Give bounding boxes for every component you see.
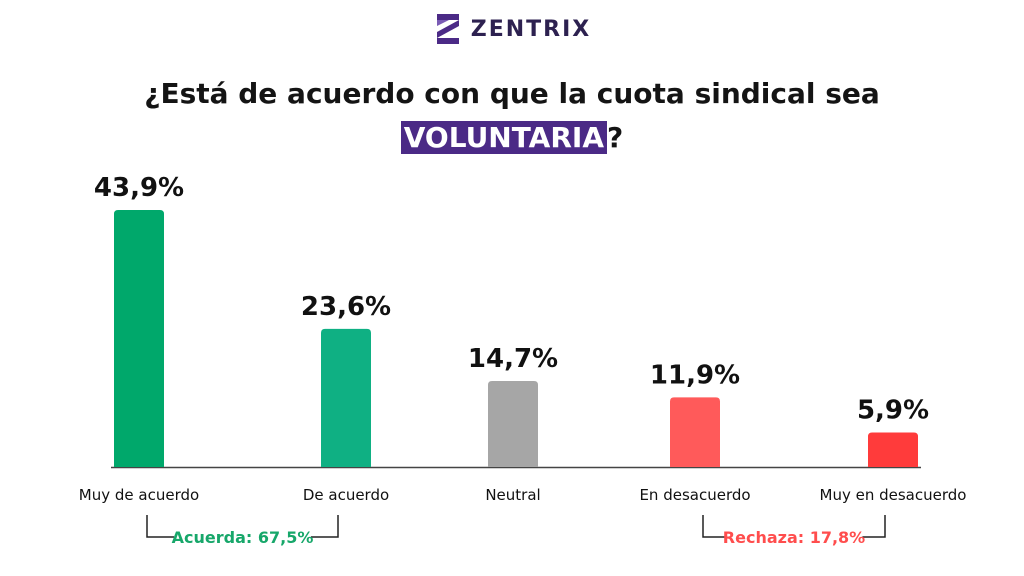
value-label-3: 14,7%: [468, 344, 558, 374]
logo-name: ZENTRIX: [470, 16, 592, 42]
value-label-4: 11,9%: [650, 360, 740, 390]
bar-5: [868, 432, 918, 467]
group-bracket-left-1: [146, 515, 175, 538]
category-label-4: En desacuerdo: [639, 486, 750, 504]
value-label-1: 43,9%: [94, 173, 184, 203]
category-label-5: Muy en desacuerdo: [820, 486, 967, 504]
bar-1: [114, 210, 164, 467]
category-label-1: Muy de acuerdo: [79, 486, 199, 504]
logo: ZENTRIX: [0, 12, 1024, 46]
bar-4: [670, 397, 720, 467]
group-bracket-right-2: [862, 515, 886, 538]
bar-3: [488, 380, 538, 467]
group-label-1: Acuerda: 67,5%: [172, 528, 314, 547]
group-label-2: Rechaza: 17,8%: [723, 528, 865, 547]
category-label-3: Neutral: [485, 486, 540, 504]
group-bracket-right-1: [310, 515, 339, 538]
value-label-2: 23,6%: [301, 292, 391, 322]
title-highlight: VOLUNTARIA: [400, 121, 607, 154]
group-bracket-left-2: [702, 515, 726, 538]
value-label-5: 5,9%: [857, 395, 929, 425]
chart-title: ¿Está de acuerdo con que la cuota sindic…: [0, 72, 1024, 160]
title-suffix: ?: [607, 121, 624, 154]
category-label-2: De acuerdo: [303, 486, 389, 504]
zentrix-logo-icon: [436, 14, 459, 44]
bar-2: [321, 328, 371, 467]
title-line-1: ¿Está de acuerdo con que la cuota sindic…: [144, 77, 880, 110]
